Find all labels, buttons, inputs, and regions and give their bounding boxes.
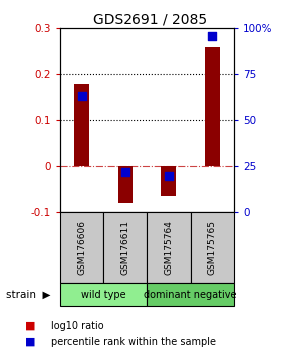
Text: GSM175764: GSM175764 [164,220,173,275]
Point [210,33,215,39]
Text: GSM176606: GSM176606 [77,220,86,275]
Text: log10 ratio: log10 ratio [51,321,104,331]
Text: ■: ■ [25,337,35,347]
Text: wild type: wild type [81,290,126,300]
Point [79,93,84,99]
Text: GDS2691 / 2085: GDS2691 / 2085 [93,12,207,27]
Text: GSM176611: GSM176611 [121,220,130,275]
Bar [161,166,176,196]
Text: dominant negative: dominant negative [144,290,237,300]
Bar [74,84,89,166]
Bar [205,47,220,166]
Text: strain  ▶: strain ▶ [6,290,50,300]
Point [166,173,171,178]
Text: percentile rank within the sample: percentile rank within the sample [51,337,216,347]
Text: GSM175765: GSM175765 [208,220,217,275]
Point [123,169,128,175]
Text: ■: ■ [25,321,35,331]
Bar [118,166,133,203]
